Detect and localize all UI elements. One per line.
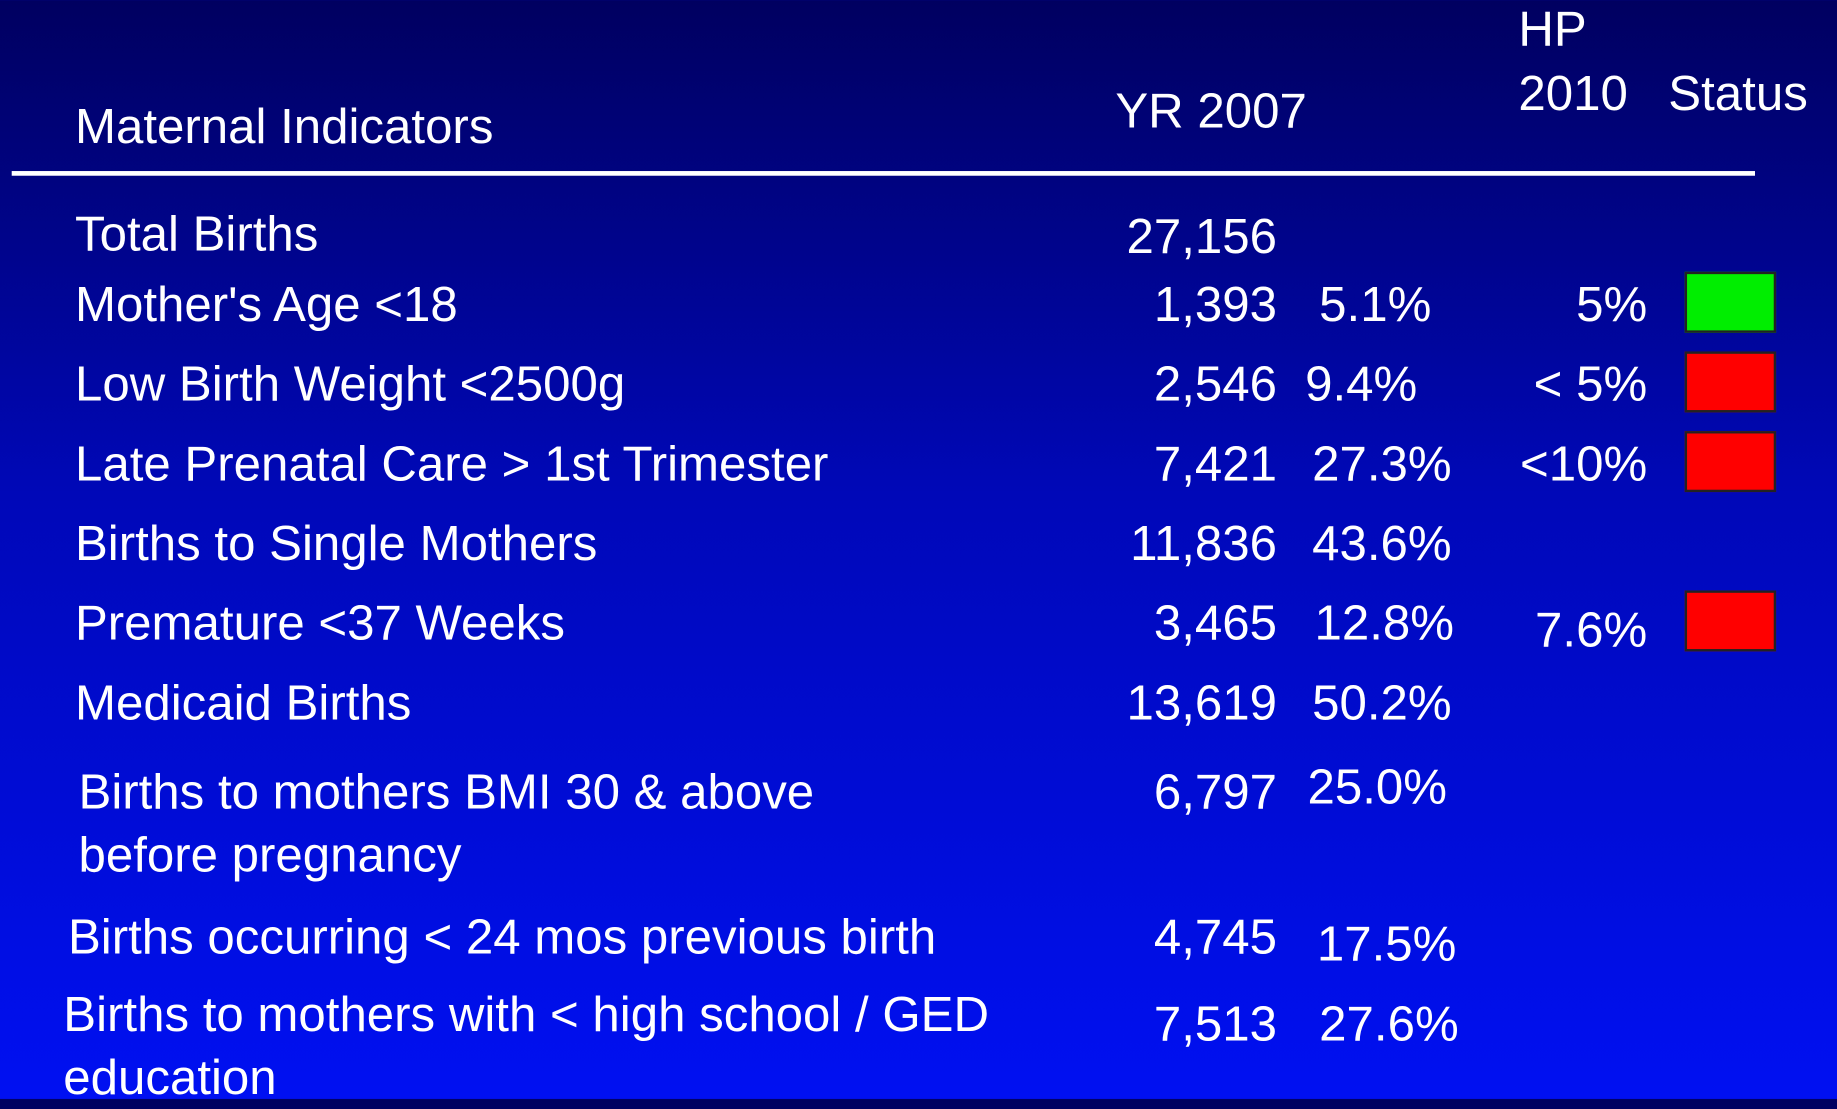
row-count: 11,836 [1130, 515, 1278, 571]
row-count: 4,745 [1153, 909, 1278, 965]
row-percent: 5.1% [1319, 276, 1432, 332]
row-label: Premature <37 Weeks [74, 595, 566, 651]
row-label: Medicaid Births [74, 674, 412, 730]
header-target: 2010 [1518, 65, 1628, 121]
row-target: 7.6% [1535, 602, 1648, 658]
row-target: <10% [1519, 435, 1648, 491]
row-label: Births to mothers with < high school / G… [63, 986, 989, 1105]
row-percent: 12.8% [1314, 595, 1455, 651]
row-count: 27,156 [1126, 208, 1278, 264]
row-percent: 27.3% [1312, 435, 1452, 491]
header-status: Status [1668, 65, 1808, 121]
row-count: 3,465 [1153, 595, 1278, 651]
status-box [1684, 590, 1777, 652]
header-year: YR 2007 [1115, 83, 1307, 139]
row-count: 6,797 [1153, 763, 1278, 819]
row-target: 5% [1576, 276, 1648, 332]
status-box [1684, 271, 1777, 333]
row-percent: 9.4% [1305, 356, 1418, 412]
row-label: Births to mothers BMI 30 & above before … [78, 763, 815, 883]
row-percent: 43.6% [1312, 515, 1452, 571]
row-percent: 27.6% [1319, 995, 1459, 1051]
status-box [1684, 431, 1777, 493]
row-count: 2,546 [1153, 356, 1278, 412]
row-label: Births to Single Mothers [74, 515, 598, 571]
status-box [1684, 351, 1777, 413]
row-label: Late Prenatal Care > 1st Trimester [74, 435, 829, 491]
row-percent: 17.5% [1316, 916, 1457, 972]
row-percent: 50.2% [1312, 674, 1452, 730]
row-count: 13,619 [1126, 674, 1278, 730]
row-count: 1,393 [1153, 276, 1278, 332]
header-target: HP [1518, 1, 1587, 57]
row-count: 7,513 [1153, 995, 1278, 1051]
row-count: 7,421 [1153, 435, 1278, 491]
row-target: < 5% [1533, 356, 1648, 412]
header-indicator: Maternal Indicators [74, 98, 494, 154]
row-percent: 25.0% [1307, 759, 1447, 815]
row-label: Mother's Age <18 [74, 276, 458, 332]
row-label: Total Births [74, 206, 319, 262]
header-rule [11, 171, 1755, 176]
row-label: Low Birth Weight <2500g [74, 356, 626, 412]
row-label: Births occurring < 24 mos previous birth [67, 909, 937, 965]
